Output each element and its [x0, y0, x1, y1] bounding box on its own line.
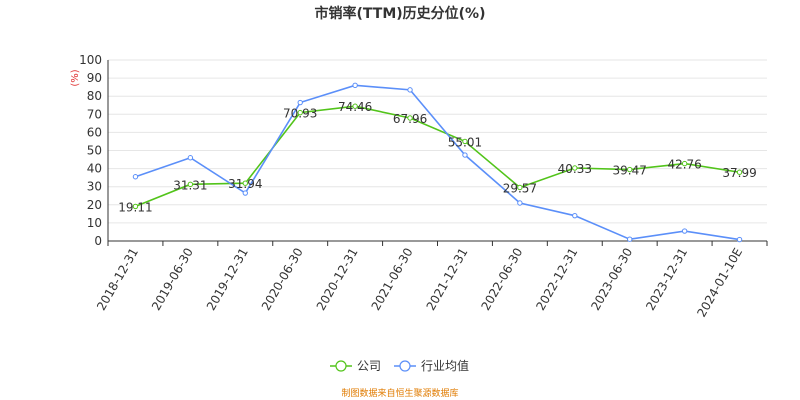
legend-item[interactable]: 行业均值	[394, 358, 469, 373]
legend[interactable]: 公司 行业均值	[330, 358, 469, 373]
y-axis-unit-label: (%)	[70, 69, 81, 86]
data-point[interactable]	[627, 236, 633, 242]
data-label: 31.94	[228, 177, 262, 191]
legend-label: 公司	[357, 359, 381, 373]
legend-item[interactable]: 公司	[330, 359, 381, 373]
x-tick-label: 2021-06-30	[369, 246, 416, 313]
data-point[interactable]	[352, 103, 358, 109]
data-point[interactable]	[242, 190, 248, 196]
data-point[interactable]	[242, 180, 248, 186]
data-point[interactable]	[297, 99, 303, 106]
x-tick-label: 2022-06-30	[478, 246, 525, 313]
y-tick-label: 0	[94, 234, 102, 248]
data-point[interactable]	[132, 203, 139, 210]
data-point[interactable]	[736, 169, 743, 175]
legend-marker	[399, 360, 411, 372]
data-point[interactable]	[187, 181, 194, 188]
x-tick-label: 2019-12-31	[204, 246, 251, 313]
data-point[interactable]	[187, 155, 194, 161]
y-tick-label: 100	[79, 53, 102, 67]
data-label: 40.33	[558, 162, 592, 176]
series-line	[135, 105, 740, 208]
source-note: 制图数据来自恒生聚源数据库	[341, 387, 458, 399]
data-point[interactable]	[517, 200, 523, 206]
y-tick-label: 70	[87, 107, 102, 121]
y-tick-label: 30	[87, 180, 102, 194]
data-point[interactable]	[736, 236, 743, 243]
y-tick-label: 80	[87, 89, 102, 103]
data-point[interactable]	[352, 82, 358, 89]
x-tick-label: 2020-12-31	[314, 246, 361, 313]
data-label: 67.96	[393, 112, 427, 126]
x-tick-label: 2020-06-30	[259, 246, 306, 313]
y-tick-label: 50	[87, 144, 102, 158]
y-tick-label: 40	[87, 162, 102, 176]
x-tick-label: 2018-12-31	[94, 246, 141, 313]
data-label: 37.99	[722, 166, 756, 180]
x-tick-label: 2024-01-10E	[694, 246, 745, 320]
y-tick-label: 90	[87, 71, 102, 85]
data-point[interactable]	[572, 165, 578, 171]
data-point[interactable]	[627, 166, 633, 173]
data-point[interactable]	[132, 174, 139, 180]
series-line	[135, 84, 740, 241]
legend-marker	[335, 360, 347, 372]
grid-lines	[108, 59, 767, 224]
data-label: 42.76	[667, 158, 701, 172]
legend-label: 行业均值	[421, 358, 469, 373]
data-label: 74.46	[338, 100, 372, 114]
chart-title: 市销率(TTM)历史分位(%)	[315, 5, 486, 22]
data-label: 70.93	[283, 107, 317, 121]
data-point[interactable]	[407, 115, 413, 121]
data-point[interactable]	[517, 184, 523, 191]
series-lines	[132, 82, 743, 243]
data-point[interactable]	[462, 152, 468, 158]
data-label: 19.11	[118, 200, 152, 214]
y-tick-label: 10	[87, 216, 102, 230]
y-tick-label: 60	[87, 125, 102, 139]
data-point[interactable]	[407, 87, 413, 93]
data-label: 39.47	[613, 164, 647, 178]
data-label: 29.57	[503, 181, 537, 195]
data-label: 31.31	[173, 178, 207, 192]
x-tick-label: 2021-12-31	[424, 246, 471, 313]
x-tick-label: 2019-06-30	[149, 246, 196, 313]
data-point[interactable]	[297, 109, 303, 116]
x-tick-label: 2023-06-30	[588, 246, 635, 313]
x-tick-label: 2023-12-31	[643, 246, 690, 313]
data-point[interactable]	[572, 212, 578, 219]
data-point[interactable]	[462, 138, 468, 145]
data-label: 55.01	[448, 135, 482, 149]
data-point[interactable]	[681, 160, 688, 167]
data-labels: 19.11 31.31 31.94 70.93 74.46 67.96 55.01 29.57…	[118, 100, 756, 214]
y-tick-label: 20	[87, 198, 102, 212]
x-tick-label: 2022-12-31	[533, 246, 580, 313]
data-point[interactable]	[681, 228, 688, 234]
